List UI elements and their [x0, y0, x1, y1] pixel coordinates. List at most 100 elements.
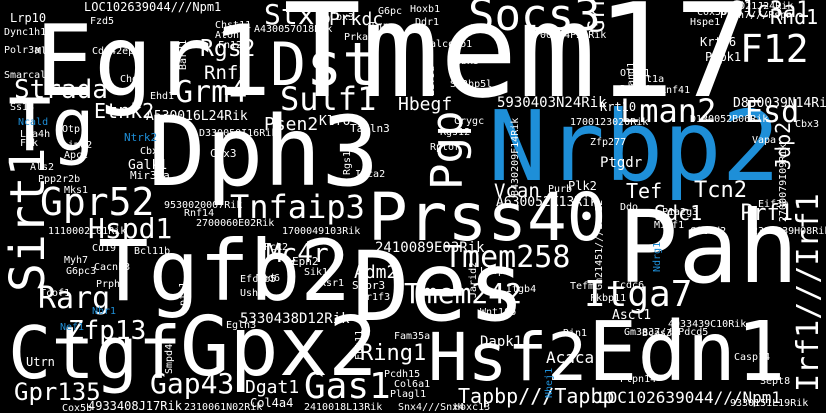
- word: Chst11: [215, 20, 251, 31]
- word: Egln3: [226, 320, 256, 331]
- word: F12: [740, 27, 809, 71]
- word: Bcl11b: [134, 246, 170, 257]
- word: Slc3a1: [730, 0, 809, 23]
- word: Dst: [270, 30, 378, 100]
- word: Cr1f3: [360, 292, 390, 303]
- word: Gm21451///Lox12: [594, 200, 605, 290]
- word: Ss18: [10, 102, 34, 113]
- word: Mbd6: [256, 273, 280, 284]
- word: 4933408J17Rik: [88, 399, 183, 413]
- word: LOC102639044///Npm1: [598, 388, 781, 407]
- word: Sirt1: [0, 148, 56, 293]
- word: Ptgdr: [600, 155, 642, 171]
- word: Smpd4: [164, 344, 175, 374]
- word: Col6a1: [394, 379, 430, 390]
- word: Acaca: [546, 348, 594, 367]
- word: Mks1: [64, 185, 88, 196]
- word: D830039N14Rik: [733, 96, 826, 111]
- word: Ring1: [360, 341, 426, 366]
- word: Fam35a: [394, 331, 430, 342]
- word: Eif5a: [426, 66, 437, 96]
- word: Rnd1: [770, 5, 818, 29]
- word: Sept8: [760, 376, 790, 387]
- word: Hand1: [626, 62, 637, 92]
- word: Cpt1a: [634, 74, 664, 85]
- word: Als2: [30, 162, 54, 173]
- word: Rgs2: [200, 36, 255, 62]
- word: Rptor: [430, 142, 460, 153]
- word: Cbx3: [210, 147, 237, 160]
- word: Casp14: [734, 352, 770, 363]
- word: D330050I16Rik: [199, 128, 277, 139]
- word: Stx8: [264, 0, 331, 31]
- word: Tmem242: [404, 277, 522, 310]
- word: Ntrk2: [124, 131, 157, 144]
- word: Ptpn14: [620, 374, 656, 385]
- word: Nhej1: [544, 368, 555, 398]
- word: Hsf2: [428, 319, 587, 396]
- word: Cox5b: [62, 403, 92, 413]
- word: Ddr1: [415, 17, 439, 28]
- word: Ncald: [18, 117, 48, 128]
- word: 1110002L01Rik: [48, 226, 126, 237]
- word: Adm2: [354, 262, 397, 283]
- word: 5330438D12Rik: [240, 311, 350, 327]
- word: Prkdc: [329, 9, 383, 30]
- word: A630052K13Rik: [496, 195, 598, 210]
- word: Lrp10: [10, 11, 46, 25]
- word: Cu19: [92, 243, 116, 254]
- word: 5930403N24Rik: [497, 95, 607, 111]
- word: Fut11: [354, 330, 365, 360]
- word: Slpr3: [352, 279, 385, 292]
- word: Epn2: [292, 255, 319, 268]
- word: Egr1: [35, 5, 271, 119]
- word: Des: [352, 231, 525, 343]
- word: Olig1: [620, 68, 650, 79]
- word: Crygc: [454, 116, 484, 127]
- word: Tmem17: [283, 0, 753, 127]
- word: Sdc1: [654, 201, 702, 225]
- word: Dapk1: [480, 334, 522, 350]
- word: Polr3a: [4, 45, 40, 56]
- word: Plagl1: [390, 389, 426, 400]
- word: Tef: [626, 179, 662, 203]
- word: Ksr1: [320, 278, 344, 289]
- word: 1700084P21Rik: [528, 30, 606, 41]
- word: Cbx3: [140, 146, 164, 157]
- word: 2700079I09Rik: [778, 144, 789, 222]
- word: Sulf1: [280, 80, 376, 118]
- word: Tnr: [370, 21, 388, 32]
- word: Limd2: [62, 140, 92, 151]
- word: Irf1///Irf1: [791, 193, 826, 392]
- word: Ctgf: [8, 311, 181, 395]
- word: Myh7: [64, 255, 88, 266]
- word: Chd8: [120, 74, 144, 85]
- word: Tg: [8, 83, 95, 167]
- word: Prph2: [96, 279, 126, 290]
- word: Apc2: [64, 150, 88, 161]
- word: Calcoco1: [424, 39, 472, 50]
- word: Efcab5: [240, 274, 276, 285]
- word: Nef1: [60, 322, 84, 333]
- word: Dgat1: [245, 377, 299, 398]
- word: Jarid2: [468, 262, 479, 298]
- word: Prss40: [368, 179, 606, 256]
- word: 4933439C10Rik: [668, 319, 746, 330]
- word: Pgp: [422, 111, 473, 190]
- word: 1700021J24Rik: [715, 1, 793, 12]
- word: Krt10: [600, 100, 636, 114]
- word: Gap43: [150, 367, 234, 400]
- word: Ptpn7///Pspn: [720, 10, 792, 21]
- word: Hoxb1: [410, 4, 440, 15]
- word: Vapa: [752, 135, 776, 146]
- word: 1700049103Rik: [282, 226, 360, 237]
- word: Rarg: [38, 281, 110, 316]
- word: Nbr1: [92, 306, 116, 317]
- word: Pah: [618, 189, 799, 306]
- word: 2410089E03Rik: [375, 240, 485, 256]
- word: Prf1: [740, 201, 793, 226]
- word: Tagln3: [350, 122, 390, 135]
- word: Mief1: [654, 220, 684, 231]
- word: Ccdc6: [614, 280, 644, 291]
- word: Tapbp///Tapbp: [458, 384, 615, 408]
